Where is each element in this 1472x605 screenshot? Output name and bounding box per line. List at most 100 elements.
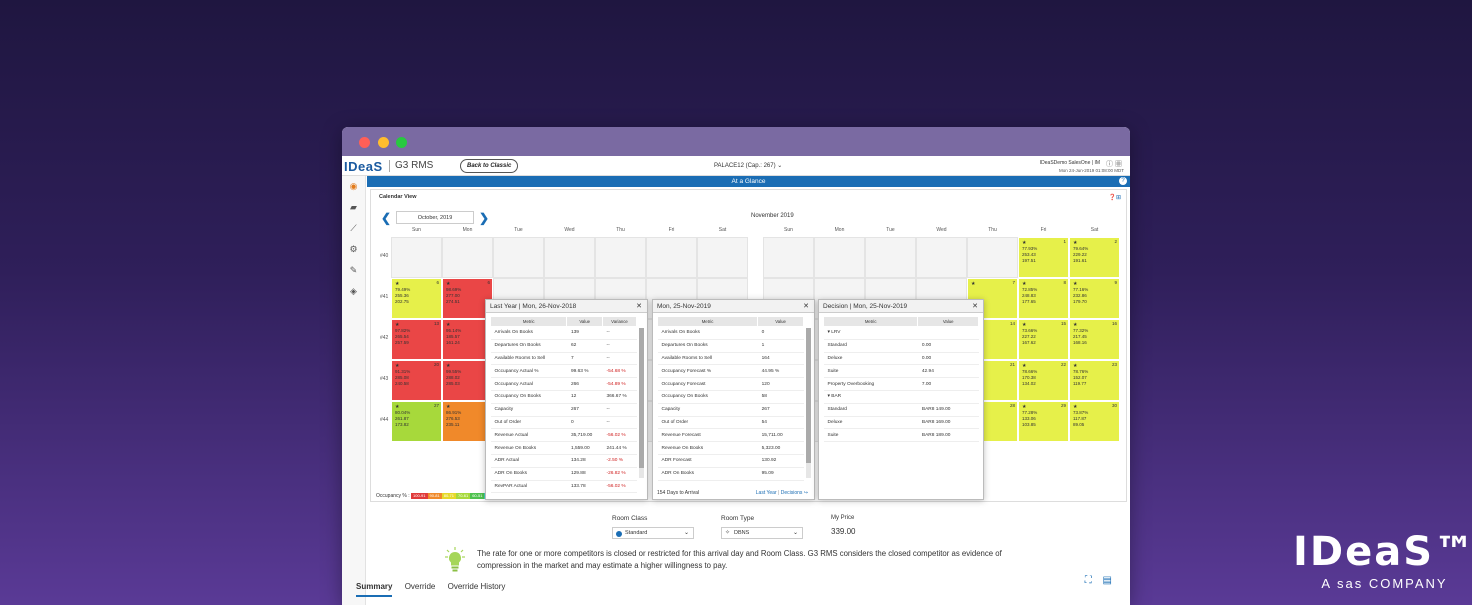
calendar-cell[interactable] bbox=[697, 237, 748, 278]
calendar-day-cell[interactable]: 22 ★ 78.66% 170.38 134.02 bbox=[1018, 360, 1069, 401]
binoculars-icon[interactable]: ⛶ bbox=[1084, 575, 1092, 586]
pdf-icon[interactable]: ▤ bbox=[1102, 575, 1112, 586]
calendar-cell[interactable] bbox=[595, 237, 646, 278]
close-icon[interactable]: ✕ bbox=[803, 303, 809, 310]
cell-metric: 277.00 bbox=[446, 293, 460, 298]
decisions-link[interactable]: Decisions bbox=[780, 490, 803, 496]
day-number: 28 bbox=[1009, 403, 1015, 408]
star-icon: ★ bbox=[1073, 322, 1078, 328]
cell-metric: 227.22 bbox=[1022, 334, 1036, 339]
wrench-icon[interactable]: ✎ bbox=[349, 265, 358, 275]
cell-metric: 134.02 bbox=[1022, 381, 1036, 386]
cell-metric: 274.51 bbox=[446, 299, 460, 304]
calendar-day-cell[interactable]: 6 ★ 98.69% 277.00 274.51 bbox=[442, 278, 493, 319]
cell-metric: 80.04% bbox=[395, 410, 411, 415]
scrollbar-thumb[interactable] bbox=[639, 328, 644, 468]
last-year-popup: Last Year | Mon, 26-Nov-2018 ✕ Metric Val… bbox=[485, 299, 648, 500]
calendar-day-cell[interactable]: 27 ★ 80.04% 261.87 173.82 bbox=[391, 401, 442, 442]
user-label[interactable]: IDeaSDemo SalesOne | IM bbox=[1039, 160, 1100, 166]
table-cell: 133.78 bbox=[566, 480, 603, 494]
calendar-day-cell[interactable]: 23 ★ 78.76% 152.07 119.77 bbox=[1069, 360, 1120, 401]
share-icon[interactable]: ↪ bbox=[803, 490, 808, 496]
day-header: Tue bbox=[886, 227, 895, 233]
scrollbar[interactable] bbox=[639, 328, 644, 478]
star-icon: ★ bbox=[1022, 322, 1027, 328]
maximize-window-button[interactable] bbox=[396, 137, 407, 148]
calendar-day-cell[interactable]: 1 ★ 77.93% 253.43 197.51 bbox=[1018, 237, 1069, 278]
settings-icon[interactable]: ⚙ bbox=[349, 244, 358, 254]
tab-override-history[interactable]: Override History bbox=[447, 582, 506, 591]
star-icon: ★ bbox=[446, 404, 451, 410]
prev-month-button[interactable]: ❮ bbox=[381, 211, 392, 225]
expand-icon[interactable]: ⊞ bbox=[1115, 195, 1121, 201]
calendar-day-cell[interactable]: 8 ★ 72.85% 248.83 177.65 bbox=[1018, 278, 1069, 319]
cell-metric: 265.54 bbox=[395, 334, 409, 339]
scrollbar-thumb[interactable] bbox=[806, 328, 811, 463]
chart-icon[interactable]: ⟋ bbox=[350, 223, 357, 233]
scrollbar[interactable] bbox=[806, 328, 811, 478]
compass-icon[interactable]: ◈ bbox=[350, 286, 357, 296]
calendar-day-cell[interactable]: 20 ★ 91.31% 285.08 240.58 bbox=[391, 360, 442, 401]
month-input[interactable]: October, 2019 bbox=[396, 211, 474, 224]
dashboard-icon[interactable]: ◉ bbox=[349, 181, 358, 191]
table-row: Occupancy Forecast % 44.95 % bbox=[657, 364, 804, 379]
right-month-label: November 2019 bbox=[751, 213, 794, 219]
calendar-cell[interactable] bbox=[646, 237, 697, 278]
popup-header: Decision | Mon, 25-Nov-2019 ✕ bbox=[819, 300, 983, 313]
help-icon[interactable]: ? bbox=[1119, 177, 1127, 185]
calendar-day-cell[interactable]: 29 ★ 77.28% 133.06 103.85 bbox=[1018, 401, 1069, 442]
calendar-cell[interactable] bbox=[814, 237, 865, 278]
calendar-day-cell[interactable]: 16 ★ 77.32% 217.45 168.16 bbox=[1069, 319, 1120, 360]
close-window-button[interactable] bbox=[359, 137, 370, 148]
room-type-select[interactable]: ✧ DBNS ⌄ bbox=[721, 527, 803, 539]
cell-metric: 229.22 bbox=[1073, 252, 1087, 257]
panel-icons[interactable]: ❓⊞ bbox=[1108, 194, 1121, 201]
ideas-logo[interactable]: IDeaS bbox=[344, 159, 383, 174]
calendar-cell[interactable] bbox=[967, 237, 1018, 278]
column-header: Value bbox=[757, 316, 804, 327]
calendar-day-cell[interactable]: 30 ★ 73.87% 117.87 89.05 bbox=[1069, 401, 1120, 442]
top-bar: IDeaS G3 RMS Back to Classic PALACE12 (C… bbox=[342, 156, 1130, 176]
star-icon: ★ bbox=[971, 281, 976, 287]
table-cell: Capacity bbox=[657, 403, 758, 417]
cell-metric: 285.03 bbox=[446, 381, 460, 386]
close-icon[interactable]: ✕ bbox=[636, 303, 642, 310]
calendar-cell[interactable] bbox=[391, 237, 442, 278]
calendar-day-cell[interactable]: 6 ★ 79.49% 255.36 202.75 bbox=[391, 278, 442, 319]
help-icon[interactable]: ❓ bbox=[1108, 195, 1116, 201]
table-cell: 366.67 % bbox=[602, 390, 637, 404]
grid-icon[interactable]: ▦ bbox=[1115, 161, 1124, 168]
decision-popup: Decision | Mon, 25-Nov-2019 ✕ Metric Valu… bbox=[818, 299, 984, 500]
tab-override[interactable]: Override bbox=[404, 582, 436, 591]
close-icon[interactable]: ✕ bbox=[972, 303, 978, 310]
day-number: 6 bbox=[436, 280, 439, 285]
calendar-day-cell[interactable]: 13 ★ 97.82% 265.54 257.59 bbox=[391, 319, 442, 360]
calendar-cell[interactable] bbox=[493, 237, 544, 278]
legend-bin: 70-61 bbox=[455, 493, 471, 499]
calendar-day-cell[interactable]: 15 ★ 73.66% 227.22 167.62 bbox=[1018, 319, 1069, 360]
week-label: #42 bbox=[380, 335, 389, 341]
folder-icon[interactable]: ▰ bbox=[350, 202, 357, 212]
calendar-cell[interactable] bbox=[544, 237, 595, 278]
room-class-control: Room Class Standard ⌄ bbox=[612, 515, 694, 539]
toolbar-icons[interactable]: ⓘ▦ bbox=[1106, 159, 1124, 169]
tab-summary[interactable]: Summary bbox=[356, 582, 393, 597]
calendar-cell[interactable] bbox=[916, 237, 967, 278]
property-selector[interactable]: PALACE12 (Cap.: 267) ⌄ bbox=[714, 163, 783, 169]
calendar-day-cell[interactable]: 2 ★ 79.64% 229.22 191.61 bbox=[1069, 237, 1120, 278]
calendar-cell[interactable] bbox=[865, 237, 916, 278]
info-icon[interactable]: ⓘ bbox=[1106, 161, 1115, 168]
last-year-link[interactable]: Last Year bbox=[755, 490, 777, 496]
calendar-day-cell[interactable]: 9 ★ 77.16% 232.86 179.70 bbox=[1069, 278, 1120, 319]
compression-note: The rate for one or more competitors is … bbox=[477, 549, 1002, 570]
room-class-select[interactable]: Standard ⌄ bbox=[612, 527, 694, 539]
back-to-classic-button[interactable]: Back to Classic bbox=[460, 159, 519, 173]
minimize-window-button[interactable] bbox=[378, 137, 389, 148]
calendar-cell[interactable] bbox=[442, 237, 493, 278]
cell-metric: 99.55% bbox=[446, 369, 462, 374]
next-month-button[interactable]: ❯ bbox=[479, 211, 490, 225]
calendar-cell[interactable] bbox=[763, 237, 814, 278]
